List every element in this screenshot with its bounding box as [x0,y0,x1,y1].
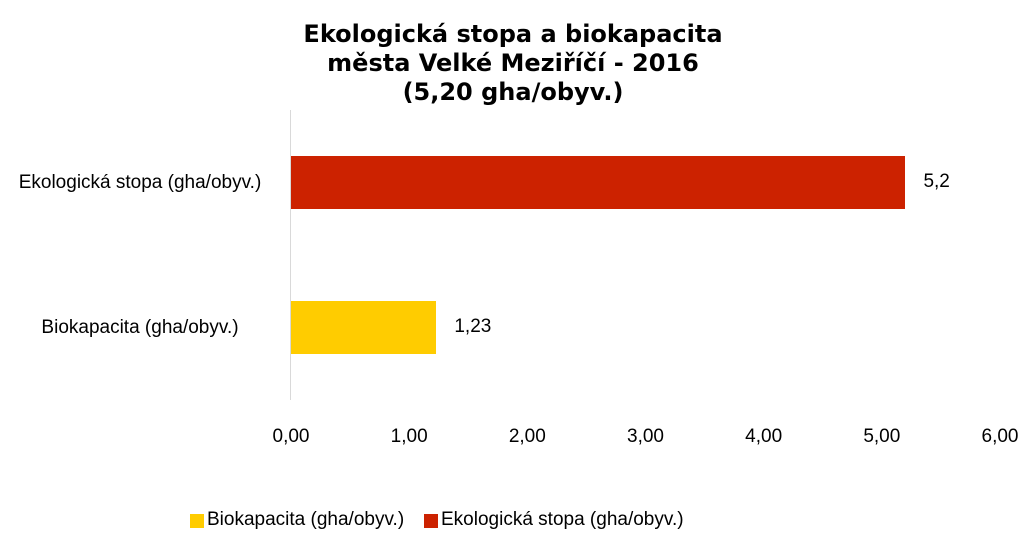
chart-title: (5,20 gha/obyv.) [402,78,624,106]
x-tick-label: 1,00 [390,426,428,447]
chart-title: Ekologická stopa a biokapacita [303,20,723,48]
x-tick-label: 5,00 [863,426,901,447]
x-tick-label: 0,00 [272,426,310,447]
x-tick-label: 6,00 [981,426,1019,447]
bar [291,156,906,209]
bar [291,301,437,354]
x-tick-label: 2,00 [508,426,546,447]
data-label: 5,2 [923,170,950,192]
data-label: 1,23 [454,315,492,337]
chart-title: města Velké Meziříčí - 2016 [327,49,699,77]
legend-label: Biokapacita (gha/obyv.) [207,509,405,530]
y-tick-label: Ekologická stopa (gha/obyv.) [18,171,262,193]
legend-label: Ekologická stopa (gha/obyv.) [441,509,684,530]
x-tick-label: 3,00 [627,426,664,447]
y-axis-line [290,110,291,400]
legend-swatch [424,514,438,528]
legend-swatch [190,514,204,528]
y-tick-label: Biokapacita (gha/obyv.) [41,316,239,338]
x-tick-label: 4,00 [745,426,783,447]
